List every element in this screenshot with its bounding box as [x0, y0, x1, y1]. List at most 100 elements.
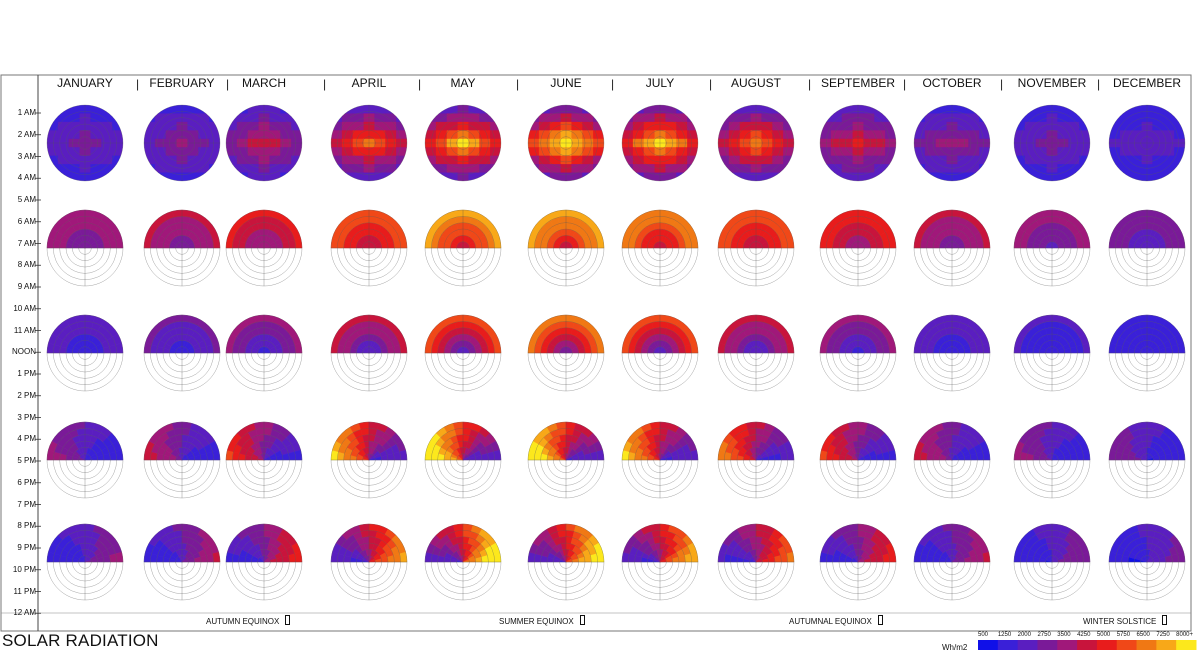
month-label-september: SEPTEMBER [820, 76, 895, 90]
month-label-june: JUNE [550, 76, 582, 90]
legend-unit-label: Wh/m2 [942, 643, 968, 652]
legend-swatch [997, 640, 1019, 650]
month-separator: | [516, 77, 520, 91]
sky-dome-august-upper-west [717, 421, 795, 499]
sky-dome-february-upper-south [143, 314, 221, 392]
sky-dome-october-full [913, 104, 991, 182]
sky-dome-july-upper [621, 209, 699, 287]
note-marker-icon [579, 615, 585, 625]
sky-dome-july-upper-east [621, 523, 699, 601]
season-note-label: AUTUMNAL EQUINOX [789, 617, 872, 626]
sky-dome-may-upper-west [424, 421, 502, 499]
month-label-february: FEBRUARY [149, 76, 215, 90]
hour-label: 3 AM [17, 151, 36, 161]
month-separator: | [323, 77, 327, 91]
sky-dome-june-upper-west [527, 421, 605, 499]
legend-swatch [978, 640, 999, 650]
legend-tick-label: 5000 [1096, 632, 1111, 638]
hour-label: 7 AM [17, 238, 36, 248]
sky-dome-january-upper-south [46, 314, 124, 392]
sky-dome-july-upper-west [621, 421, 699, 499]
sky-dome-december-full [1108, 104, 1186, 182]
sky-dome-october-upper [913, 209, 991, 287]
sky-dome-april-upper-south [330, 314, 408, 392]
sky-dome-november-full [1013, 104, 1091, 182]
month-separator: | [709, 77, 713, 91]
hour-label: 5 PM [17, 456, 36, 465]
season-note: AUTUMN EQUINOX [206, 615, 291, 626]
sky-dome-march-full [225, 104, 303, 182]
sky-dome-september-upper [819, 209, 897, 287]
sky-dome-june-full [527, 104, 605, 182]
month-label-december: DECEMBER [1112, 76, 1181, 90]
sky-dome-august-upper-south [717, 314, 795, 392]
legend-swatch [1176, 640, 1197, 650]
legend-tick-label: 1250 [997, 632, 1012, 638]
month-separator: | [226, 77, 230, 91]
month-label-march: MARCH [242, 76, 286, 90]
hour-label: 6 PM [17, 477, 36, 487]
sky-dome-march-upper-east [225, 523, 303, 601]
sky-dome-january-full [46, 104, 124, 182]
hour-label: 1 AM [17, 108, 36, 117]
hour-label: 8 AM [17, 260, 36, 270]
outer-border [0, 74, 1192, 632]
sky-dome-june-upper [527, 209, 605, 287]
sky-dome-april-upper [330, 209, 408, 287]
sky-dome-may-upper [424, 209, 502, 287]
sky-dome-february-upper-east [143, 523, 221, 601]
legend-tick-label: 2000 [1017, 632, 1031, 638]
sky-dome-august-full [717, 104, 795, 182]
sky-dome-february-upper [143, 209, 221, 287]
legend-swatch [1096, 640, 1118, 650]
legend-tick-label: 500 [978, 632, 989, 638]
month-separator: | [1000, 77, 1004, 91]
legend-swatch [1037, 640, 1058, 650]
sky-dome-august-upper-east [717, 523, 795, 601]
season-note: WINTER SOLSTICE [1083, 615, 1168, 626]
sky-dome-september-upper-south [819, 314, 897, 392]
legend-tick-label: 2750 [1037, 632, 1051, 638]
hour-label: 2 AM [17, 129, 36, 139]
sky-dome-february-full [143, 104, 221, 182]
season-note: AUTUMNAL EQUINOX [789, 615, 883, 626]
sky-dome-october-upper-west [913, 421, 991, 499]
sky-dome-july-full [621, 104, 699, 182]
hour-label: 7 PM [17, 499, 36, 509]
sky-dome-june-upper-south [527, 314, 605, 392]
note-marker-icon [877, 615, 883, 625]
hour-label: 9 AM [17, 282, 36, 291]
hour-label: 3 PM [17, 412, 36, 422]
sky-dome-september-upper-east [819, 523, 897, 601]
sky-dome-june-upper-east [527, 523, 605, 601]
month-separator: | [1097, 77, 1101, 91]
legend-swatch [1017, 640, 1038, 650]
season-note-label: AUTUMN EQUINOX [206, 617, 280, 626]
sky-dome-may-upper-south [424, 314, 502, 392]
hour-label: 4 PM [17, 434, 36, 444]
legend-swatch [1077, 640, 1098, 650]
month-label-july: JULY [645, 76, 675, 90]
legend-swatch [1156, 640, 1177, 650]
sky-dome-march-upper [225, 209, 303, 287]
sky-dome-january-upper-east [46, 523, 124, 601]
legend-tick-label: 4250 [1077, 632, 1091, 638]
hour-label: 11 PM [13, 586, 36, 596]
sky-dome-november-upper-east [1013, 523, 1091, 601]
month-label-april: APRIL [351, 76, 387, 90]
sky-dome-february-upper-west [143, 421, 221, 499]
month-separator: | [808, 77, 812, 91]
sky-dome-december-upper-south [1108, 314, 1186, 392]
hour-label: 1 PM [17, 369, 36, 378]
sky-dome-december-upper [1108, 209, 1186, 287]
month-separator: | [903, 77, 907, 91]
sky-dome-november-upper-west [1013, 421, 1091, 499]
legend-swatch [1136, 640, 1157, 650]
hour-label: 11 AM [13, 325, 36, 335]
sky-dome-april-upper-west [330, 421, 408, 499]
month-label-november: NOVEMBER [1017, 76, 1087, 90]
legend-tick-label: 5750 [1116, 632, 1131, 638]
sky-dome-april-upper-east [330, 523, 408, 601]
